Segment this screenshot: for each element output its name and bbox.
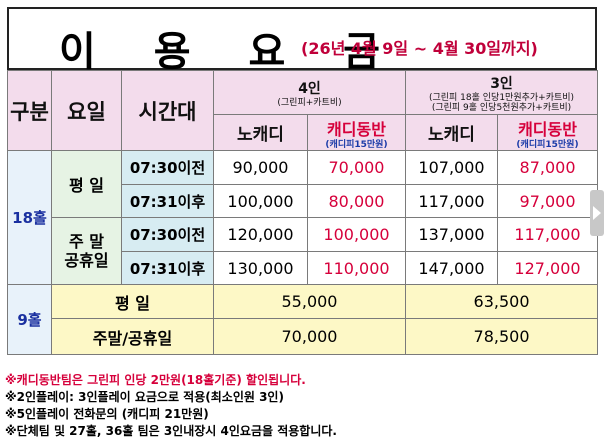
price-three-nocaddy: 107,000 [405,150,498,185]
header-day: 요일 [51,70,122,151]
header-four-nocaddy: 노캐디 [213,114,308,151]
price-four-nocaddy: 130,000 [213,251,308,285]
note-group: ※단체팀 및 27홀, 36홀 팀은 3인내장시 4인요금을 적용합니다. [5,424,337,438]
notes-section: ※캐디동반팀은 그린피 인당 2만원(18홀기준) 할인됩니다. ※2인플레이:… [5,372,603,440]
header-four-caddy: 캐디동반 (캐디피15만원) [307,114,406,151]
header-category: 구분 [7,70,52,151]
price-four-caddy: 100,000 [307,217,406,252]
section-9-holes: 9홀 [7,284,52,355]
nine-price-four: 55,000 [213,284,406,319]
day-weekend-line2: 공휴일 [64,251,109,270]
time-cell: 07:30이전 [121,150,214,185]
header-three-nocaddy: 노캐디 [405,114,498,151]
header-three-label: 3인 [490,75,513,92]
price-four-caddy: 80,000 [307,184,406,218]
table-row: 주말/공휴일 70,000 78,500 [8,318,599,355]
price-three-caddy: 87,000 [496,150,599,185]
header-time: 시간대 [121,70,214,151]
section-18-holes: 18홀 [7,150,52,285]
price-four-nocaddy: 90,000 [213,150,308,185]
header-four-caddy-note: (캐디피15만원) [325,139,388,150]
day-weekday: 평 일 [51,150,122,218]
header-four-note: (그린피+카트비) [277,97,342,108]
price-three-nocaddy: 117,000 [405,184,498,218]
price-four-nocaddy: 120,000 [213,217,308,252]
header-three-caddy-note: (캐디피15만원) [516,139,579,150]
price-four-caddy: 110,000 [307,251,406,285]
nine-day-label: 평 일 [51,284,214,319]
table-row: 18홀 평 일 07:30이전 90,000 70,000 107,000 87… [7,150,599,285]
header-three-caddy: 캐디동반 (캐디피15만원) [496,114,599,151]
price-three-caddy: 127,000 [496,251,599,285]
table-row: 07:31이후 130,000 110,000 147,000 127,000 [8,251,599,285]
time-cell: 07:31이후 [121,184,214,218]
price-three-nocaddy: 147,000 [405,251,498,285]
nine-price-four: 70,000 [213,318,406,355]
note-two-player: ※2인플레이: 3인플레이 요금으로 적용(최소인원 3인) [5,390,284,404]
table-row: 07:31이후 100,000 80,000 117,000 97,000 [8,184,599,218]
header-three-note2: (그린피 9홀 인당5천원추가+카트비) [431,102,572,113]
time-cell: 07:31이후 [121,251,214,285]
title-box: 이 용 요 금 (26년 4월 9일 ~ 4월 30일까지) [7,7,597,75]
nine-day-label: 주말/공휴일 [51,318,214,355]
price-four-nocaddy: 100,000 [213,184,308,218]
table-row: 9홀 평 일 55,000 63,500 [7,284,599,355]
title-period: (26년 4월 9일 ~ 4월 30일까지) [301,39,538,58]
fee-table: 구분 요일 시간대 4인 (그린피+카트비) 3인 (그린피 18홀 인당1만원… [7,70,599,355]
price-three-caddy: 97,000 [496,184,599,218]
table-row: 주 말 공휴일 07:30이전 120,000 100,000 137,000 … [8,217,599,285]
header-four-caddy-label: 캐디동반 [327,119,386,139]
time-cell: 07:30이전 [121,217,214,252]
header-three-caddy-label: 캐디동반 [518,119,577,139]
price-three-nocaddy: 137,000 [405,217,498,252]
day-weekend: 주 말 공휴일 [51,217,122,285]
nine-price-three: 63,500 [404,284,599,319]
header-three-group: 3인 (그린피 18홀 인당1만원추가+카트비) (그린피 9홀 인당5천원추가… [404,70,599,115]
page-title: 이 용 요 금 [59,29,402,75]
header-four-label: 4인 [298,80,321,97]
scroll-next-button[interactable] [590,190,604,236]
price-three-caddy: 117,000 [496,217,599,252]
nine-price-three: 78,500 [404,318,599,355]
note-caddy-discount: ※캐디동반팀은 그린피 인당 2만원(18홀기준) 할인됩니다. [5,373,306,387]
chevron-right-icon [593,206,601,220]
header-four-group: 4인 (그린피+카트비) [213,70,406,115]
note-five-player: ※5인플레이 전화문의 (캐디피 21만원) [5,407,209,421]
day-weekend-line1: 주 말 [68,232,104,251]
price-four-caddy: 70,000 [307,150,406,185]
header-three-note1: (그린피 18홀 인당1만원추가+카트비) [428,92,575,103]
